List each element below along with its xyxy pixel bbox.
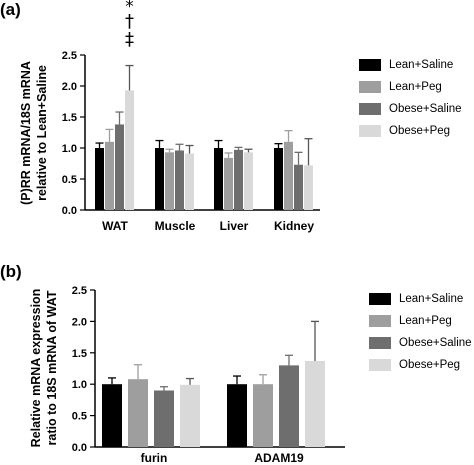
legend-item-a: Obese+Saline xyxy=(359,98,462,120)
x-category-label-a: Liver xyxy=(220,219,249,233)
y-tick-label-a: 0.0 xyxy=(62,205,77,217)
legend-swatch xyxy=(359,103,381,115)
y-axis-label-line1-a: (P)RR mRNA/18S mRNA xyxy=(19,61,33,205)
legend-swatch xyxy=(369,359,391,371)
legend-swatch xyxy=(369,315,391,327)
bar-a-Kidney-Obese+Peg xyxy=(304,165,313,210)
legend-b: Lean+Saline Lean+Peg Obese+Saline Obese+Peg xyxy=(369,288,472,376)
bar-a-Muscle-Obese+Peg xyxy=(185,153,194,210)
legend-item-b: Lean+Peg xyxy=(369,310,472,332)
y-tick-label-b: 1.5 xyxy=(72,348,87,360)
x-category-label-b: ADAM19 xyxy=(254,451,304,465)
legend-label: Obese+Peg xyxy=(399,359,461,371)
bar-a-Kidney-Lean+Saline xyxy=(274,148,283,210)
y-axis-label-line2-a: relative to Lean+Saline xyxy=(35,65,49,201)
legend-label: Lean+Saline xyxy=(389,59,454,71)
bar-a-Muscle-Lean+Saline xyxy=(155,148,164,210)
bar-b-ADAM19-Obese+Peg xyxy=(305,360,325,447)
y-tick-label-a: 0.5 xyxy=(62,174,77,186)
bar-a-Kidney-Lean+Peg xyxy=(284,141,293,210)
legend-label: Lean+Peg xyxy=(389,81,442,93)
legend-item-a: Obese+Peg xyxy=(359,120,462,142)
bar-a-Liver-Lean+Peg xyxy=(224,157,233,210)
legend-swatch xyxy=(359,59,381,71)
bar-b-furin-Obese+Peg xyxy=(180,384,200,447)
legend-label: Obese+Peg xyxy=(389,125,451,137)
legend-item-a: Lean+Saline xyxy=(359,54,462,76)
legend-swatch xyxy=(359,81,381,93)
y-tick-label-a: 2.0 xyxy=(62,81,77,93)
y-tick-label-a: 1.0 xyxy=(62,143,77,155)
y-tick-label-a: 2.5 xyxy=(62,50,77,62)
y-tick-label-a: 1.5 xyxy=(62,112,77,124)
legend-item-a: Lean+Peg xyxy=(359,76,462,98)
x-category-label-a: Kidney xyxy=(274,219,314,233)
legend-label: Obese+Saline xyxy=(399,337,472,349)
bar-b-ADAM19-Lean+Peg xyxy=(253,384,273,447)
y-tick-label-b: 0.5 xyxy=(72,411,87,423)
legend-swatch xyxy=(359,125,381,137)
panel-label-b: (b) xyxy=(0,262,22,281)
bar-a-WAT-Lean+Peg xyxy=(105,141,114,210)
bar-b-ADAM19-Lean+Saline xyxy=(227,384,247,447)
bar-a-Muscle-Lean+Peg xyxy=(165,152,174,210)
legend-a: Lean+Saline Lean+Peg Obese+Saline Obese+Peg xyxy=(359,54,462,142)
legend-swatch xyxy=(369,293,391,305)
bar-a-WAT-Obese+Peg xyxy=(125,90,134,210)
significance-symbol: † xyxy=(125,11,134,32)
significance-symbol: ‡ xyxy=(125,29,134,50)
bar-a-Muscle-Obese+Saline xyxy=(175,150,184,210)
legend-item-b: Obese+Saline xyxy=(369,332,472,354)
bar-a-Kidney-Obese+Saline xyxy=(294,164,303,210)
y-tick-label-b: 2.5 xyxy=(72,285,87,297)
y-tick-label-b: 1.0 xyxy=(72,379,87,391)
bar-a-WAT-Lean+Saline xyxy=(95,148,104,210)
y-tick-label-b: 0.0 xyxy=(72,442,87,454)
legend-label: Obese+Saline xyxy=(389,103,462,115)
bar-b-furin-Obese+Saline xyxy=(154,390,174,447)
legend-item-b: Lean+Saline xyxy=(369,288,472,310)
bar-a-Liver-Lean+Saline xyxy=(214,148,223,210)
bar-b-ADAM19-Obese+Saline xyxy=(279,365,299,447)
x-category-label-a: Muscle xyxy=(155,219,196,233)
significance-symbol: * xyxy=(125,0,134,17)
y-tick-label-b: 2.0 xyxy=(72,316,87,328)
bar-a-WAT-Obese+Saline xyxy=(115,124,124,210)
bar-a-Liver-Obese+Saline xyxy=(234,149,243,210)
legend-item-b: Obese+Peg xyxy=(369,354,472,376)
bar-b-furin-Lean+Peg xyxy=(128,379,148,447)
y-axis-label-line1-b: Relative mRNA expression xyxy=(29,289,43,448)
legend-label: Lean+Saline xyxy=(399,293,464,305)
x-category-label-a: WAT xyxy=(102,219,128,233)
bar-a-Liver-Obese+Peg xyxy=(244,152,253,210)
y-axis-label-line2-b: ratio to 18S mRNA of WAT xyxy=(45,290,59,445)
legend-swatch xyxy=(369,337,391,349)
legend-label: Lean+Peg xyxy=(399,315,452,327)
x-category-label-b: furin xyxy=(141,451,168,465)
bar-b-furin-Lean+Saline xyxy=(102,384,122,447)
panel-label-a: (a) xyxy=(0,0,21,19)
